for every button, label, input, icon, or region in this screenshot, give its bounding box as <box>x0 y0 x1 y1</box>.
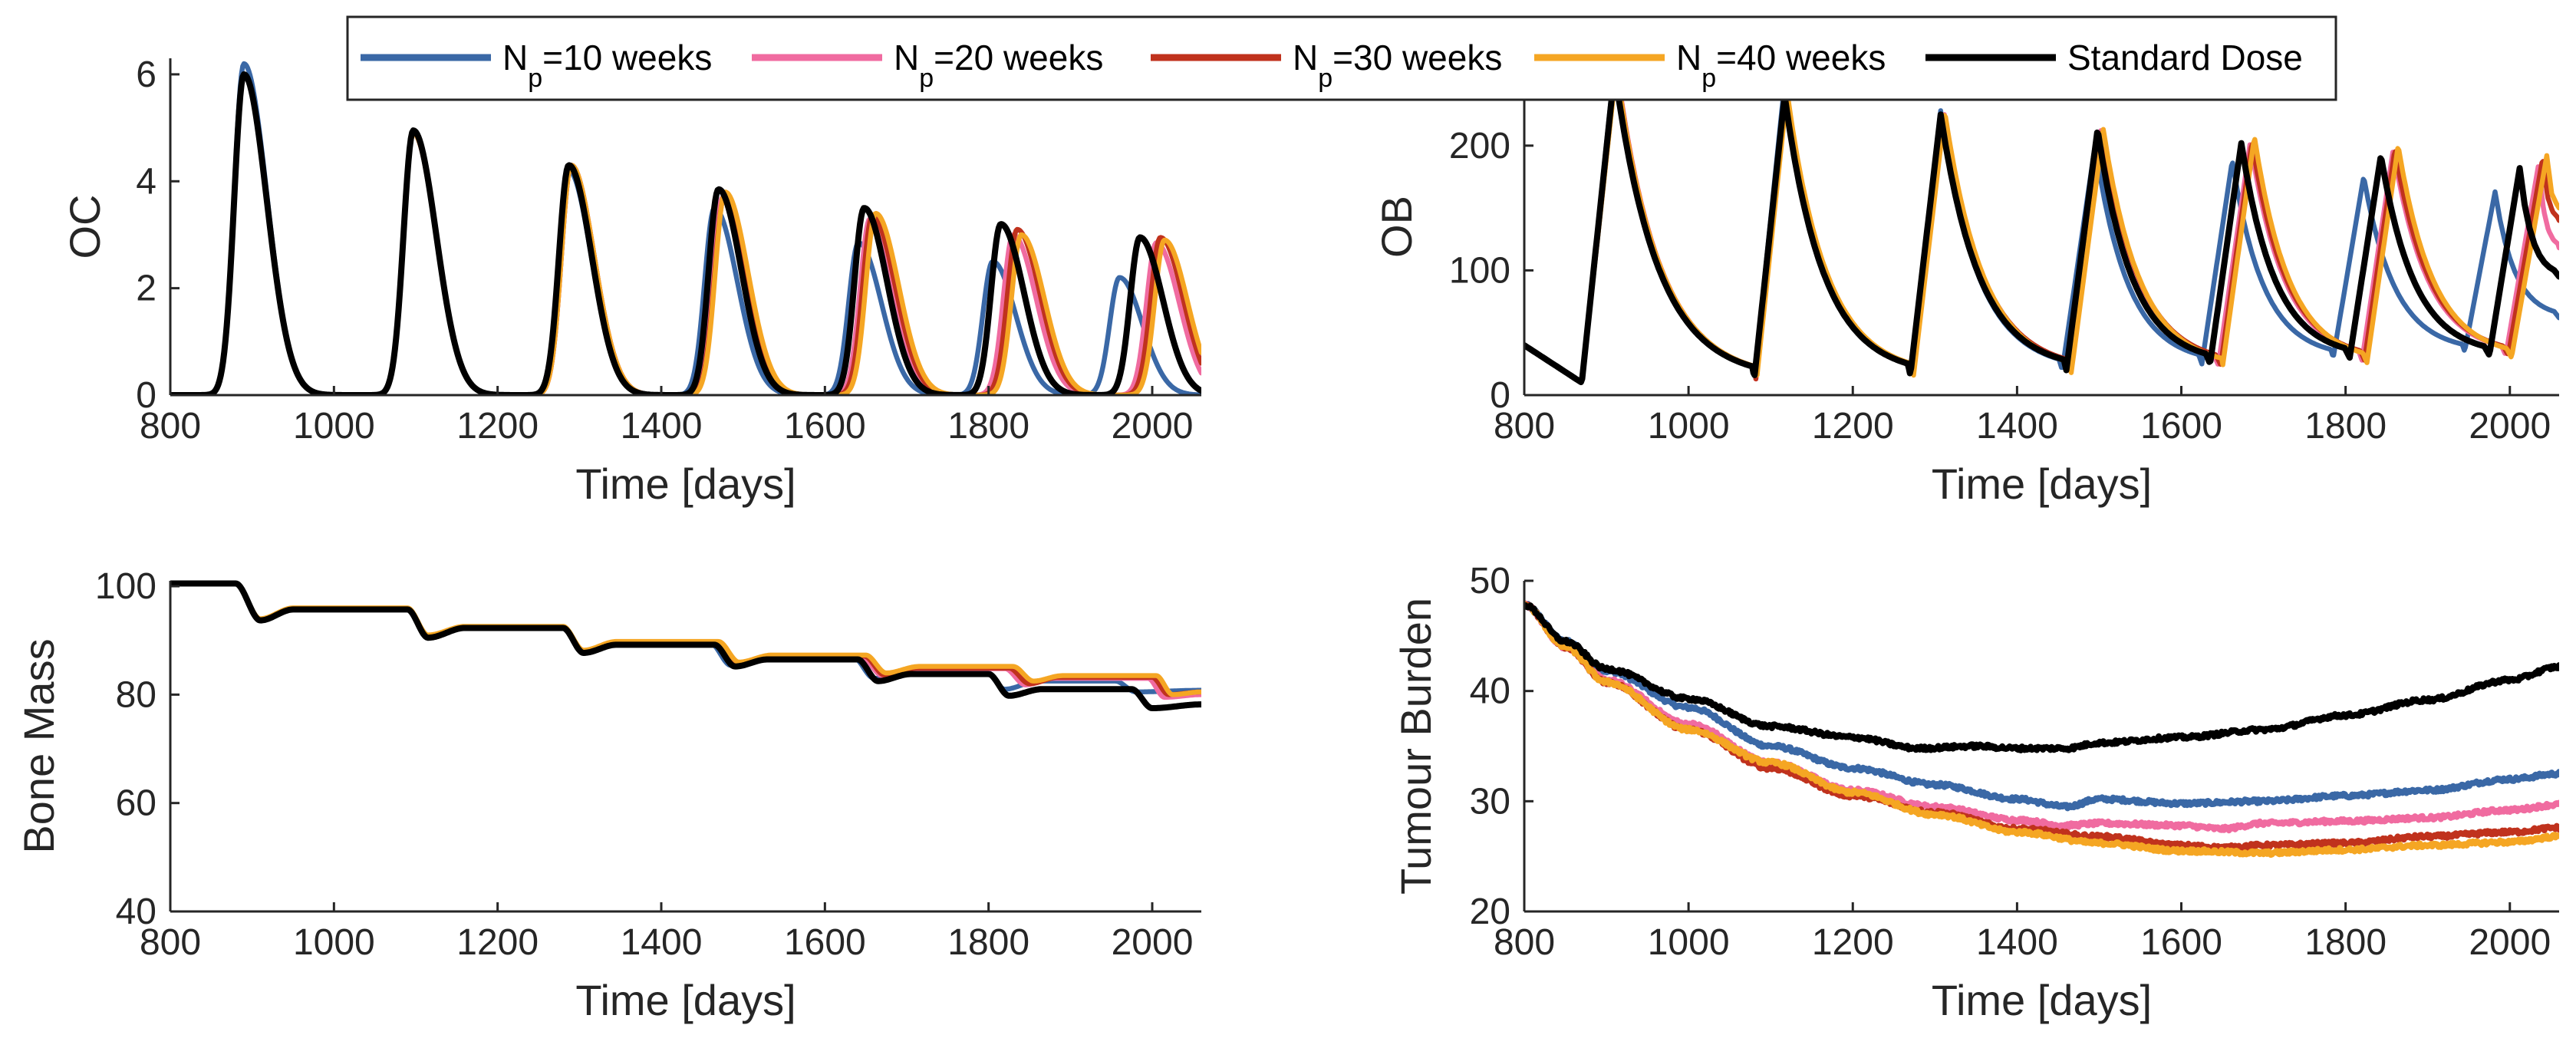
tumour-y-tick-label: 40 <box>1470 671 1510 712</box>
bone-y-tick-label: 40 <box>116 892 156 932</box>
tumour-x-tick-label: 2000 <box>2469 922 2551 963</box>
ob-series-np-10-weeks <box>1524 66 2559 385</box>
oc-panel: 800 1000 1200 1400 1600 1800 2000 0 2 4 6 Time [day… <box>61 54 1201 508</box>
ob-x-tick-label: 1200 <box>1812 406 1894 447</box>
ob-x-tick-label: 800 <box>1494 406 1555 447</box>
bone-x-axis-label: Time [days] <box>575 976 796 1024</box>
bone-x-tick-label: 1600 <box>784 922 866 963</box>
tumour-series-group <box>1524 600 2559 859</box>
bone-y-tick-label: 80 <box>116 674 156 715</box>
oc-y-tick-label: 6 <box>136 54 156 95</box>
legend-label: Np=30 weeks <box>1293 38 1502 93</box>
tumour-series-np-40-weeks <box>1524 601 2559 859</box>
tumour-y-tick-label: 30 <box>1470 781 1510 822</box>
ob-x-tick-label: 1000 <box>1648 406 1730 447</box>
bone-y-tick-label: 100 <box>95 566 156 607</box>
ob-y-tick-label: 100 <box>1449 250 1510 291</box>
ob-x-axis-label: Time [days] <box>1932 460 2152 508</box>
oc-series-np-20-weeks <box>170 71 1201 395</box>
bone-mass-panel: 800 1000 1200 1400 1600 1800 2000 40 60 80 100 Time… <box>15 566 1201 1024</box>
tumour-y-tick-label: 20 <box>1470 892 1510 932</box>
legend-label: Np=10 weeks <box>502 38 712 93</box>
ob-x-tick-label: 1400 <box>1976 406 2058 447</box>
oc-y-axis-label: OC <box>61 195 109 259</box>
tumour-x-tick-label: 1200 <box>1812 922 1894 963</box>
tumour-series-np-20-weeks <box>1524 600 2559 834</box>
legend-item-0: Np=10 weeks <box>361 38 712 93</box>
ob-y-tick-label: 200 <box>1449 126 1510 166</box>
tumour-x-tick-label: 1800 <box>2304 922 2387 963</box>
tumour-series-np-10-weeks <box>1524 601 2559 812</box>
ob-series-np-40-weeks <box>1524 68 2559 385</box>
legend-label: Np=20 weeks <box>894 38 1103 93</box>
ob-y-axis-label: OB <box>1372 196 1421 258</box>
oc-x-tick-label: 1000 <box>293 406 375 447</box>
oc-series-group <box>170 61 1201 395</box>
legend: Np=10 weeks Np=20 weeks Np=30 weeks Np=40 w… <box>346 15 2337 101</box>
bone-y-tick-label: 60 <box>116 783 156 824</box>
legend-label: Np=40 weeks <box>1676 38 1886 93</box>
bone-x-tick-label: 1400 <box>621 922 703 963</box>
ob-x-tick-label: 1800 <box>2304 406 2387 447</box>
bone-x-tick-label: 1200 <box>456 922 539 963</box>
oc-x-axis-label: Time [days] <box>575 460 796 508</box>
oc-y-tick-label: 4 <box>136 161 156 202</box>
ob-x-tick-label: 1600 <box>2140 406 2222 447</box>
legend-item-1: Np=20 weeks <box>752 38 1103 93</box>
bone-x-tick-label: 1800 <box>947 922 1029 963</box>
oc-x-tick-label: 1600 <box>784 406 866 447</box>
ob-y-tick-label: 0 <box>1490 375 1510 416</box>
ob-series-standard-dose <box>1524 71 2559 385</box>
tumour-x-tick-label: 800 <box>1494 922 1555 963</box>
tumour-burden-panel: 800 1000 1200 1400 1600 1800 2000 20 30 40 50 Time … <box>1392 561 2559 1024</box>
oc-x-tick-label: 1200 <box>456 406 539 447</box>
bone-series-np-40-weeks <box>170 581 1201 697</box>
tumour-y-axis-label: Tumour Burden <box>1392 598 1440 895</box>
bone-series-np-10-weeks <box>170 581 1201 694</box>
legend-item-3: Np=40 weeks <box>1534 38 1886 93</box>
tumour-x-axis-label: Time [days] <box>1932 976 2152 1024</box>
bone-x-tick-label: 2000 <box>1112 922 1194 963</box>
bone-y-axis-label: Bone Mass <box>15 638 63 853</box>
oc-x-tick-label: 2000 <box>1112 406 1194 447</box>
bone-series-group <box>170 580 1201 711</box>
oc-y-tick-label: 0 <box>136 375 156 416</box>
oc-y-tick-label: 2 <box>136 269 156 309</box>
oc-x-tick-label: 800 <box>140 406 201 447</box>
ob-panel: 800 1000 1200 1400 1600 1800 2000 0 100 200 Time [… <box>1372 58 2559 508</box>
bone-x-tick-label: 1000 <box>293 922 375 963</box>
bone-x-tick-label: 800 <box>140 922 201 963</box>
ob-series-np-30-weeks <box>1524 67 2559 385</box>
oc-x-tick-label: 1800 <box>947 406 1029 447</box>
ob-series-group <box>1524 64 2559 385</box>
tumour-x-tick-label: 1600 <box>2140 922 2222 963</box>
legend-item-4: Standard Dose <box>1925 38 2303 77</box>
tumour-series-standard-dose <box>1524 602 2559 753</box>
tumour-y-tick-label: 50 <box>1470 561 1510 602</box>
oc-x-tick-label: 1400 <box>621 406 703 447</box>
legend-label: Standard Dose <box>2067 38 2303 77</box>
ob-series-np-20-weeks <box>1524 64 2559 385</box>
legend-item-2: Np=30 weeks <box>1151 38 1502 93</box>
ob-x-tick-label: 2000 <box>2469 406 2551 447</box>
bone-series-standard-dose <box>170 580 1201 711</box>
tumour-x-tick-label: 1000 <box>1648 922 1730 963</box>
tumour-x-tick-label: 1400 <box>1976 922 2058 963</box>
